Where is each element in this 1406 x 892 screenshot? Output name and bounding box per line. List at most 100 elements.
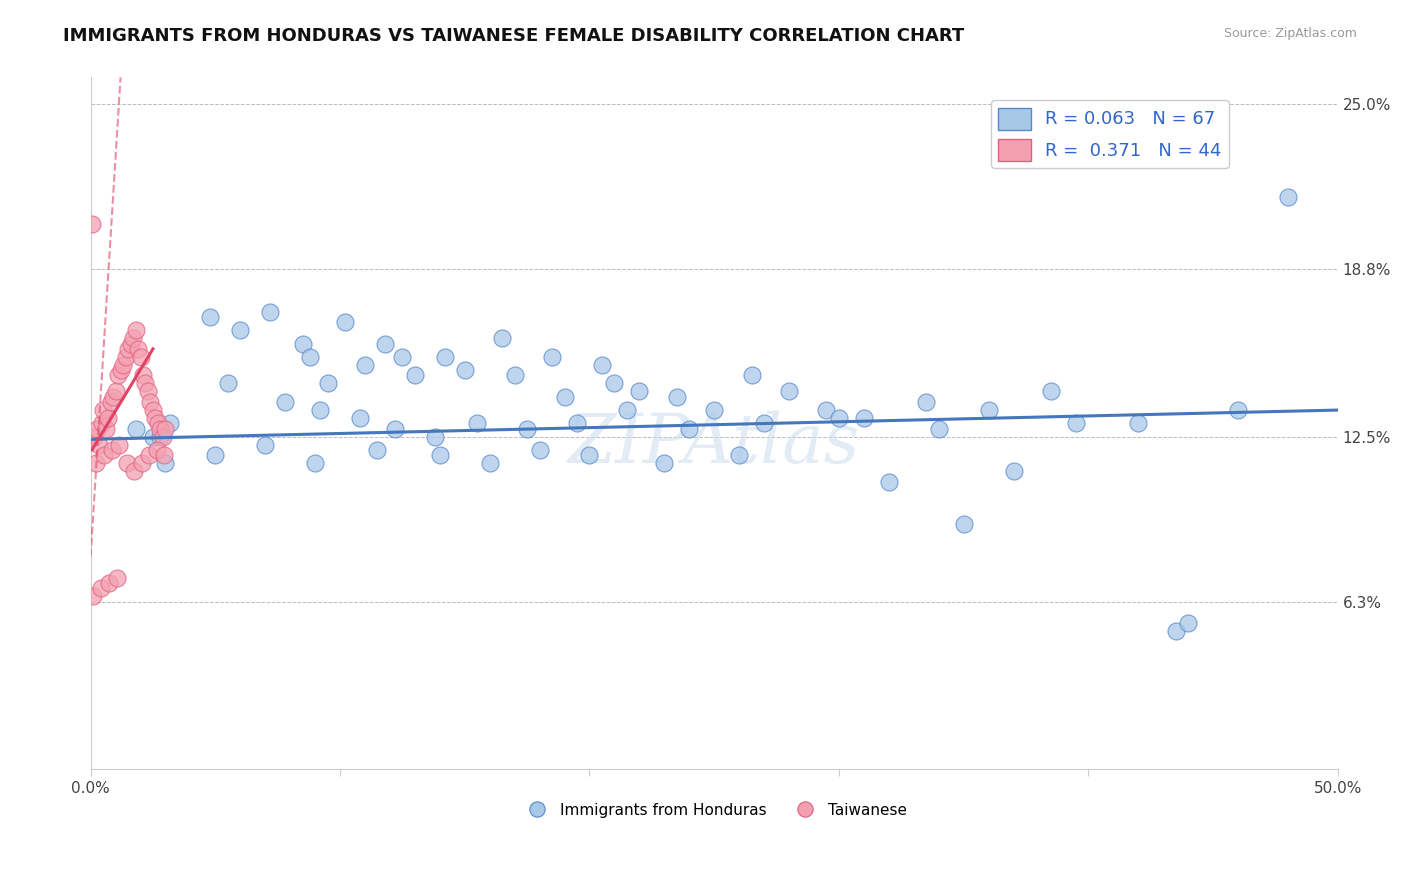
Point: [153, 448, 176, 462]
Point: [84, 456, 107, 470]
Point: [384, 422, 406, 436]
Point: [107, 368, 129, 383]
Point: [145, 411, 167, 425]
Point: [728, 448, 751, 462]
Point: [142, 403, 165, 417]
Point: [110, 363, 132, 377]
Point: [94, 422, 117, 436]
Point: [217, 376, 239, 391]
Point: [142, 430, 165, 444]
Point: [299, 350, 322, 364]
Point: [124, 323, 146, 337]
Point: [115, 456, 138, 470]
Point: [977, 403, 1000, 417]
Point: [333, 315, 356, 329]
Point: [354, 358, 377, 372]
Point: [529, 442, 551, 457]
Point: [93, 448, 115, 462]
Point: [465, 417, 488, 431]
Point: [80, 217, 103, 231]
Point: [1177, 615, 1199, 630]
Point: [741, 368, 763, 383]
Point: [928, 422, 950, 436]
Point: [652, 456, 675, 470]
Point: [101, 442, 124, 457]
Point: [578, 448, 600, 462]
Point: [423, 430, 446, 444]
Point: [254, 437, 277, 451]
Point: [104, 384, 127, 399]
Point: [204, 448, 226, 462]
Point: [274, 395, 297, 409]
Point: [229, 323, 252, 337]
Point: [366, 442, 388, 457]
Point: [146, 417, 169, 431]
Point: [124, 422, 146, 436]
Point: [1227, 403, 1250, 417]
Point: [112, 358, 135, 372]
Point: [316, 376, 339, 391]
Point: [752, 417, 775, 431]
Text: ZIPAtlas: ZIPAtlas: [568, 410, 860, 477]
Point: [1164, 624, 1187, 638]
Point: [101, 390, 124, 404]
Point: [122, 464, 145, 478]
Point: [665, 390, 688, 404]
Point: [127, 342, 149, 356]
Point: [628, 384, 651, 399]
Point: [404, 368, 426, 383]
Point: [90, 582, 112, 596]
Point: [97, 411, 120, 425]
Point: [138, 448, 160, 462]
Point: [132, 368, 155, 383]
Point: [852, 411, 875, 425]
Point: [349, 411, 371, 425]
Point: [131, 456, 153, 470]
Point: [136, 384, 159, 399]
Point: [129, 350, 152, 364]
Point: [391, 350, 413, 364]
Point: [429, 448, 451, 462]
Point: [778, 384, 800, 399]
Point: [86, 422, 108, 436]
Legend: Immigrants from Honduras, Taiwanese: Immigrants from Honduras, Taiwanese: [516, 797, 912, 824]
Point: [108, 437, 131, 451]
Point: [117, 342, 139, 356]
Point: [815, 403, 838, 417]
Point: [90, 417, 112, 431]
Point: [139, 395, 162, 409]
Point: [1277, 190, 1299, 204]
Text: IMMIGRANTS FROM HONDURAS VS TAIWANESE FEMALE DISABILITY CORRELATION CHART: IMMIGRANTS FROM HONDURAS VS TAIWANESE FE…: [63, 27, 965, 45]
Point: [678, 422, 700, 436]
Point: [433, 350, 456, 364]
Point: [541, 350, 564, 364]
Point: [98, 576, 121, 591]
Point: [1002, 464, 1025, 478]
Point: [703, 403, 725, 417]
Point: [122, 331, 145, 345]
Point: [565, 417, 588, 431]
Point: [149, 422, 172, 436]
Point: [105, 571, 128, 585]
Point: [114, 350, 136, 364]
Point: [915, 395, 938, 409]
Point: [516, 422, 538, 436]
Point: [1128, 417, 1150, 431]
Point: [1039, 384, 1062, 399]
Point: [374, 336, 396, 351]
Point: [478, 456, 501, 470]
Point: [149, 430, 172, 444]
Point: [155, 456, 177, 470]
Point: [828, 411, 851, 425]
Point: [82, 590, 104, 604]
Point: [145, 442, 167, 457]
Point: [503, 368, 526, 383]
Point: [554, 390, 576, 404]
Point: [152, 430, 174, 444]
Point: [259, 304, 281, 318]
Point: [200, 310, 222, 324]
Point: [89, 437, 111, 451]
Point: [159, 417, 181, 431]
Point: [603, 376, 626, 391]
Point: [591, 358, 613, 372]
